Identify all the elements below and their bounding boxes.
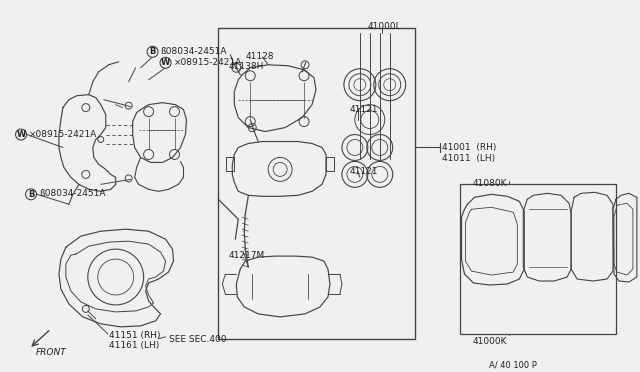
Text: SEE SEC.400: SEE SEC.400: [168, 335, 226, 344]
Text: B: B: [149, 47, 156, 56]
Text: 41080K: 41080K: [472, 179, 507, 188]
Circle shape: [160, 57, 171, 68]
Text: 41128: 41128: [245, 52, 274, 61]
Bar: [218, 28, 415, 339]
Circle shape: [147, 46, 158, 57]
Text: 41161 (LH): 41161 (LH): [109, 341, 159, 350]
Text: W: W: [161, 58, 170, 67]
Bar: [460, 185, 616, 334]
Text: W: W: [17, 130, 26, 139]
Text: 41138H: 41138H: [228, 62, 264, 71]
Text: FRONT: FRONT: [36, 348, 67, 357]
Text: 41121: 41121: [350, 167, 378, 176]
Text: A/ 40 100 P: A/ 40 100 P: [490, 361, 538, 370]
Text: 41217M: 41217M: [228, 251, 264, 260]
Text: 41151 (RH): 41151 (RH): [109, 331, 160, 340]
Text: ß08034-2451A: ß08034-2451A: [39, 189, 106, 198]
Text: B: B: [28, 190, 34, 199]
Text: 41011  (LH): 41011 (LH): [442, 154, 495, 163]
Circle shape: [15, 129, 26, 140]
Circle shape: [26, 189, 36, 200]
Text: 41001  (RH): 41001 (RH): [442, 142, 496, 151]
Text: 41121: 41121: [350, 105, 378, 113]
Text: ß08034-2451A: ß08034-2451A: [161, 47, 227, 56]
Text: ×08915-2421A: ×08915-2421A: [173, 58, 242, 67]
Text: ×08915-2421A: ×08915-2421A: [29, 129, 97, 138]
Text: 41000K: 41000K: [472, 337, 507, 346]
Text: 41000L: 41000L: [368, 22, 401, 31]
